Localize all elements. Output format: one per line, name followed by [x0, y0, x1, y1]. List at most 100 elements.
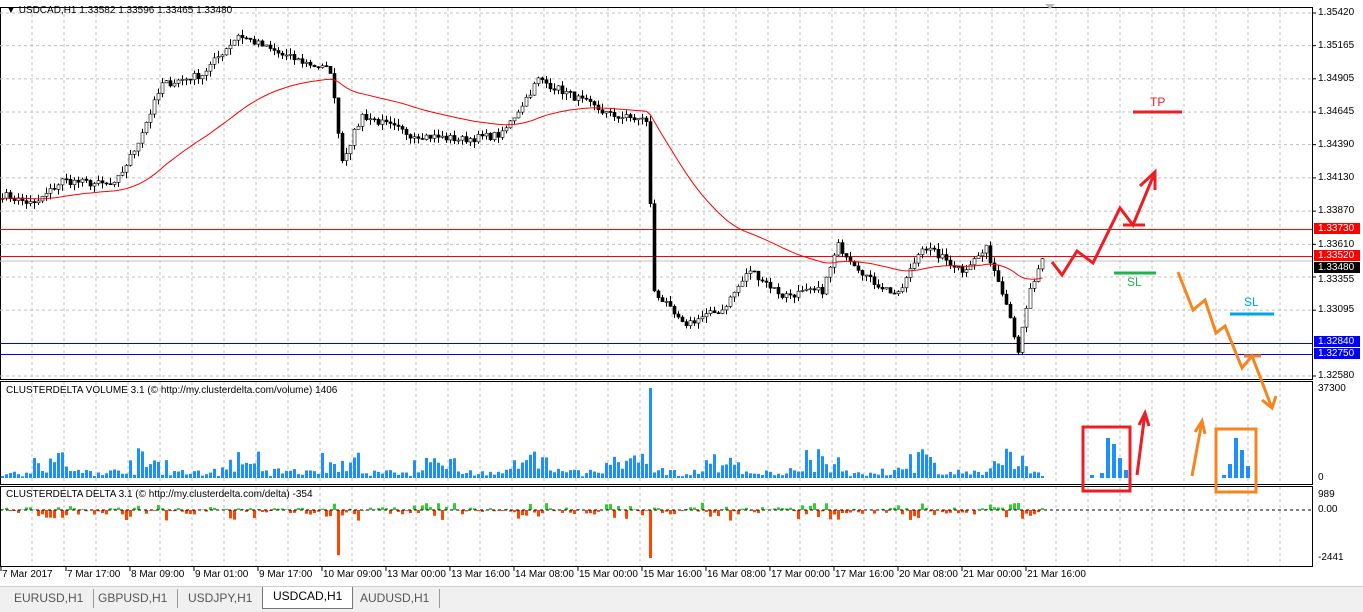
volume-bar [377, 472, 380, 478]
delta-bar [381, 507, 384, 510]
volume-bar [189, 474, 192, 478]
delta-bar [521, 510, 524, 515]
delta-bar [37, 510, 40, 516]
candle-body [581, 96, 584, 98]
candle-body [429, 135, 432, 138]
candle-body [369, 119, 372, 120]
volume-bar [65, 467, 68, 478]
volume-bar [213, 469, 216, 478]
candle-body [173, 83, 176, 86]
candle-body [561, 86, 564, 94]
candle-body [497, 132, 500, 137]
candle-body [453, 135, 456, 140]
candle-body [829, 267, 832, 277]
delta-bar [513, 510, 516, 512]
candle-body [805, 289, 808, 290]
tab-usdcad-h1[interactable]: USDCAD,H1 [262, 587, 353, 609]
delta-bar [329, 510, 332, 516]
candle-body [753, 271, 756, 272]
delta-bar [993, 507, 996, 510]
volume-bar [397, 475, 400, 478]
volume-bar [201, 476, 204, 478]
volume-bar [749, 473, 752, 478]
candle-body [281, 53, 284, 55]
volume-bar [673, 470, 676, 478]
delta-bar [229, 510, 232, 518]
volume-bar [925, 455, 928, 478]
delta-bar [837, 510, 840, 520]
candle-body [933, 248, 936, 249]
sell-scenario-arrow [1178, 272, 1272, 408]
tab-audusd-h1[interactable]: AUDUSD,H1 [350, 589, 440, 608]
volume-bar [1021, 456, 1024, 478]
delta-bar [981, 508, 984, 510]
candle-body [713, 311, 716, 313]
candle-body [373, 119, 376, 120]
volume-bar [533, 452, 536, 478]
volume-bar [769, 472, 772, 478]
delta-bar [617, 506, 620, 510]
candle-body [845, 253, 848, 257]
volume-bar [889, 475, 892, 478]
delta-bar [537, 510, 540, 517]
volume-bar [561, 471, 564, 478]
volume-bar [485, 475, 488, 478]
volume-bar [237, 452, 240, 478]
volume-bar [141, 451, 144, 478]
volume-bar [465, 473, 468, 478]
candle-body [85, 179, 88, 180]
delta-bar [465, 510, 468, 511]
candle-body [825, 277, 828, 294]
volume-bar [725, 464, 728, 478]
candle-body [661, 298, 664, 302]
delta-bar [309, 510, 312, 515]
volume-bar [609, 465, 612, 478]
volume-bar [1029, 473, 1032, 478]
candle-body [797, 291, 800, 297]
volume-bar [345, 471, 348, 478]
volume-bar [13, 472, 16, 478]
volume-bar [61, 452, 64, 478]
delta-bar [909, 510, 912, 520]
delta-bar [561, 510, 564, 513]
candle-body [781, 294, 784, 298]
volume-bar [1005, 449, 1008, 478]
volume-bar [381, 474, 384, 478]
volume-bar [257, 452, 260, 478]
tab-gbpusd-h1[interactable]: GBPUSD,H1 [88, 589, 178, 608]
candle-body [645, 118, 648, 122]
volume-bar [953, 474, 956, 478]
volume-bar [425, 458, 428, 478]
candle-body [501, 131, 504, 137]
volume-bar [893, 470, 896, 478]
volume-bar [81, 473, 84, 478]
volume-bar [817, 449, 820, 478]
volume-bar [1033, 472, 1036, 478]
delta-bar [489, 508, 492, 510]
tab-usdjpy-h1[interactable]: USDJPY,H1 [178, 589, 263, 608]
time-axis-label: 8 Mar 09:00 [131, 569, 184, 580]
volume-bar [685, 474, 688, 478]
volume-bar [541, 457, 544, 478]
candle-body [793, 295, 796, 297]
volume-bar [813, 472, 816, 478]
time-axis-label: 15 Mar 00:00 [579, 569, 638, 580]
candle-body [53, 188, 56, 189]
candle-body [229, 45, 232, 48]
candle-body [177, 80, 180, 83]
tab-eurusd-h1[interactable]: EURUSD,H1 [4, 589, 94, 608]
candle-body [149, 114, 152, 122]
delta-bar [369, 508, 372, 510]
volume-bar [921, 449, 924, 478]
volume-bar [1037, 472, 1040, 478]
volume-bar [901, 469, 904, 478]
volume-bar [521, 462, 524, 478]
candle-body [237, 35, 240, 40]
dropdown-triangle-icon[interactable]: ▼ [6, 5, 16, 16]
candle-body [73, 180, 76, 184]
close-price: 1.33480 [196, 5, 232, 16]
volume-bar [453, 458, 456, 478]
volume-bar [317, 474, 320, 478]
volume-bar [469, 470, 472, 478]
volume-bar [857, 472, 860, 478]
